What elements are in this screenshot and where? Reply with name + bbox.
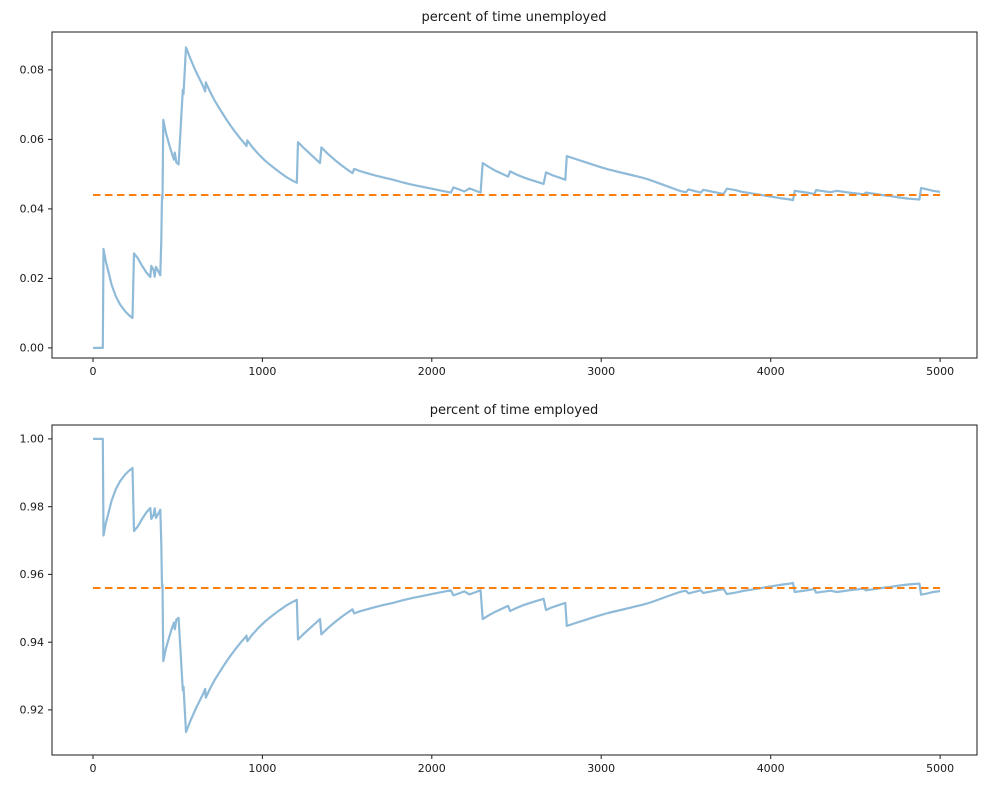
employed-y-tick-label: 0.92 [20, 704, 45, 717]
unemployed-plot-title: percent of time unemployed [422, 10, 607, 25]
unemployed-y-tick-label: 0.02 [20, 272, 45, 285]
employed-axes-frame [51, 424, 978, 756]
unemployed-y-tick-label: 0.06 [20, 133, 45, 146]
employed-x-tick-label: 3000 [587, 762, 615, 775]
employed-sample-path-line [93, 437, 941, 734]
unemployed-sample-path-line [93, 46, 941, 349]
employed-x-tick-label: 5000 [926, 762, 954, 775]
unemployed-y-tick-label: 0.04 [20, 203, 45, 216]
employed-x-tick-label: 4000 [757, 762, 785, 775]
unemployed-x-tick-label: 5000 [926, 365, 954, 378]
employed-x-tick-label: 0 [90, 762, 97, 775]
employed-y-tick-label: 0.98 [20, 501, 45, 514]
unemployed-y-tick-label: 0.08 [20, 64, 45, 77]
employed-plot-area: 0 1000 2000 3000 4000 5000 0.92 0.94 0.96 0.98 1.0… [20, 424, 978, 775]
unemployed-x-tick-label: 2000 [418, 365, 446, 378]
employed-y-tick-label: 0.96 [20, 568, 45, 581]
employed-plot-title: percent of time employed [430, 403, 599, 418]
unemployed-x-tick-label: 1000 [248, 365, 276, 378]
unemployed-plot-area: 0 1000 2000 3000 4000 5000 0.00 0.02 0.04 0.06 0.0… [20, 31, 978, 378]
unemployed-x-tick-label: 3000 [587, 365, 615, 378]
employed-y-tick-label: 0.94 [20, 636, 45, 649]
employed-y-tick-label: 1.00 [20, 433, 45, 446]
employed-x-tick-label: 1000 [248, 762, 276, 775]
unemployed-x-tick-label: 4000 [757, 365, 785, 378]
employed-x-tick-label: 2000 [418, 762, 446, 775]
unemployed-x-tick-label: 0 [90, 365, 97, 378]
unemployed-y-tick-label: 0.00 [20, 342, 45, 355]
unemployed-axes-frame [51, 31, 978, 359]
